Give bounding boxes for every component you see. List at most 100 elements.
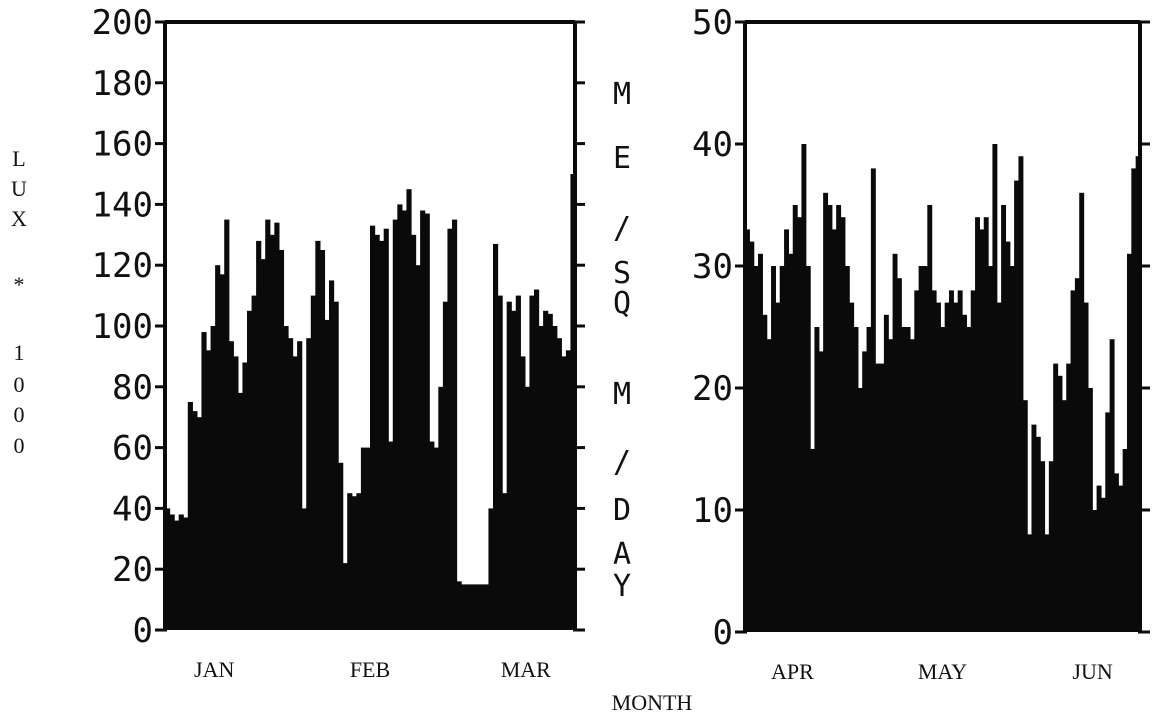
bar <box>1087 388 1093 632</box>
bar <box>374 234 380 631</box>
bar <box>988 266 994 632</box>
bar <box>788 253 794 633</box>
bar <box>383 228 389 630</box>
bar <box>862 351 868 632</box>
bar <box>456 581 462 630</box>
left-axis-title-char: 1 <box>14 340 25 365</box>
bar <box>883 314 889 632</box>
right-axis-title-char: Q <box>613 286 631 321</box>
bar <box>953 302 959 632</box>
bar <box>247 310 253 630</box>
bar <box>420 210 426 631</box>
month-label: APR <box>771 659 814 684</box>
bar <box>888 339 894 632</box>
bar <box>461 584 467 630</box>
left-axis-title-char: 0 <box>14 372 25 397</box>
bar <box>1131 168 1137 632</box>
bar <box>1005 241 1011 632</box>
y-tick-label: 160 <box>92 125 153 165</box>
bar <box>233 356 239 630</box>
bar <box>1118 485 1124 632</box>
left-month-labels: JAN FEB MAR <box>194 657 551 682</box>
bar <box>192 411 198 630</box>
bar <box>483 584 490 630</box>
bar <box>810 449 816 632</box>
bar <box>892 253 898 633</box>
x-axis-title: MONTH <box>612 690 693 715</box>
bar <box>814 327 820 632</box>
bar <box>342 563 348 630</box>
bar <box>875 363 881 632</box>
bar <box>935 302 941 632</box>
bar <box>918 266 924 632</box>
bar <box>329 280 335 630</box>
bar <box>1070 290 1076 632</box>
bar <box>397 204 403 630</box>
bar <box>493 243 499 631</box>
bar <box>1044 534 1050 632</box>
right-axis-title-char: M <box>613 377 631 412</box>
bar <box>183 517 189 630</box>
bar <box>401 210 408 631</box>
bar <box>429 441 435 630</box>
bar <box>896 278 902 632</box>
bar <box>524 386 531 630</box>
bar <box>1035 436 1041 632</box>
bar <box>515 295 521 630</box>
bar <box>844 266 850 632</box>
bar <box>957 290 963 632</box>
bar <box>996 302 1002 632</box>
right-bars <box>745 144 1141 633</box>
bar <box>849 302 855 632</box>
bar <box>315 240 321 630</box>
bar <box>497 295 503 630</box>
bar <box>879 363 885 632</box>
bar <box>474 584 480 630</box>
y-tick-label: 0 <box>133 611 153 651</box>
bar <box>745 229 750 632</box>
bar <box>411 234 417 631</box>
month-label: JUN <box>1072 659 1112 684</box>
left-bars <box>165 174 576 631</box>
bar <box>251 295 257 630</box>
bar <box>297 341 303 630</box>
bar <box>1014 180 1020 632</box>
bar <box>269 234 275 631</box>
bar <box>470 584 476 630</box>
bar <box>479 584 485 630</box>
bar <box>940 327 946 632</box>
month-label: JAN <box>194 657 234 682</box>
y-tick-label: 180 <box>92 64 153 104</box>
bar <box>870 168 876 632</box>
bar <box>370 225 376 630</box>
bar <box>324 319 330 630</box>
bar <box>438 386 444 630</box>
bar <box>1074 278 1080 632</box>
bar <box>805 266 811 632</box>
bar <box>753 266 759 632</box>
bar <box>338 462 344 630</box>
bar <box>909 339 915 632</box>
bar <box>766 339 772 632</box>
left-axis-title-char: U <box>11 176 27 201</box>
bar <box>827 205 833 632</box>
bar <box>433 447 439 630</box>
bar <box>1096 485 1102 632</box>
bar <box>415 265 421 630</box>
bar <box>424 213 430 630</box>
left-axis-title: LUX * 1 0 0 0 <box>11 146 27 458</box>
bar <box>206 350 212 630</box>
month-label: MAR <box>501 657 551 682</box>
bar <box>169 514 175 630</box>
bar <box>219 274 225 630</box>
bar <box>866 327 872 632</box>
bar <box>224 219 230 630</box>
bar <box>379 240 385 630</box>
bar <box>779 266 785 632</box>
bar <box>801 144 807 632</box>
y-tick-label: 120 <box>92 246 153 286</box>
left-axis-title-char: X <box>11 206 27 231</box>
bar <box>1061 400 1067 632</box>
